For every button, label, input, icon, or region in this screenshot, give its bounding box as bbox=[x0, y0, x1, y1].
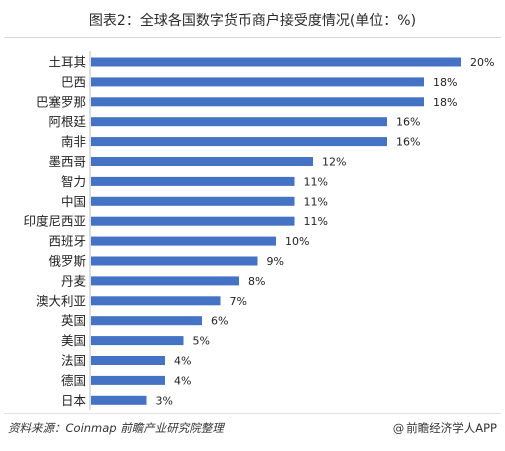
category-label: 墨西哥 bbox=[48, 154, 86, 169]
value-label: 11% bbox=[304, 195, 328, 208]
category-label: 智力 bbox=[61, 174, 86, 189]
category-label: 巴西 bbox=[61, 74, 86, 89]
chart-title: 图表2：全球各国数字货币商户接受度情况(单位：%) bbox=[88, 13, 417, 29]
bar bbox=[91, 276, 239, 286]
category-label: 俄罗斯 bbox=[48, 254, 86, 269]
bar bbox=[91, 216, 295, 226]
value-label: 10% bbox=[285, 235, 309, 248]
bar bbox=[91, 97, 424, 107]
category-label: 英国 bbox=[61, 313, 86, 328]
value-label: 4% bbox=[174, 355, 191, 368]
value-label: 16% bbox=[396, 116, 420, 129]
bar bbox=[91, 296, 221, 306]
category-label: 印度尼西亚 bbox=[23, 214, 86, 229]
category-label: 阿根廷 bbox=[48, 114, 86, 129]
value-label: 18% bbox=[433, 76, 457, 89]
bar bbox=[91, 137, 387, 147]
value-label: 9% bbox=[267, 255, 284, 268]
at-icon: @ bbox=[392, 421, 405, 435]
value-label: 7% bbox=[230, 295, 247, 308]
bar bbox=[91, 236, 276, 246]
value-label: 8% bbox=[248, 275, 265, 288]
bar bbox=[91, 375, 165, 385]
bar bbox=[91, 336, 184, 346]
bar bbox=[91, 176, 295, 186]
bar bbox=[91, 256, 258, 266]
value-label: 11% bbox=[304, 215, 328, 228]
brand-name: 前瞻经济学人APP bbox=[406, 421, 497, 435]
value-label: 18% bbox=[433, 96, 457, 109]
category-label: 德国 bbox=[61, 373, 86, 388]
bar bbox=[91, 77, 424, 87]
value-label: 3% bbox=[156, 394, 173, 407]
bar bbox=[91, 157, 313, 166]
title-divider bbox=[4, 37, 501, 38]
value-label: 12% bbox=[322, 156, 346, 169]
bar bbox=[91, 395, 147, 405]
bar-chart: 土耳其 20% 巴西 18% 巴塞罗那 18% 阿根廷 16% 南非 16% 墨西哥 12% 智力 11%… bbox=[23, 51, 494, 410]
bar bbox=[91, 57, 461, 67]
value-label: 4% bbox=[174, 374, 191, 387]
bar bbox=[91, 196, 295, 206]
category-label: 丹麦 bbox=[61, 273, 87, 288]
category-label: 澳大利亚 bbox=[36, 293, 86, 308]
brand-credit: @ 前瞻经济学人APP bbox=[393, 420, 497, 436]
bar bbox=[91, 356, 165, 365]
category-label: 中国 bbox=[61, 194, 86, 209]
value-label: 6% bbox=[211, 315, 228, 328]
category-label: 美国 bbox=[61, 333, 86, 348]
value-label: 11% bbox=[304, 175, 328, 188]
category-label: 西班牙 bbox=[48, 234, 86, 249]
category-label: 日本 bbox=[61, 393, 87, 408]
bar bbox=[91, 316, 202, 326]
bar bbox=[91, 117, 387, 127]
value-label: 5% bbox=[193, 335, 210, 348]
footer-divider bbox=[4, 413, 501, 414]
category-label: 法国 bbox=[61, 353, 86, 368]
category-label: 土耳其 bbox=[48, 55, 86, 70]
category-label: 南非 bbox=[61, 134, 86, 149]
source-note: 资料来源：Coinmap 前瞻产业研究院整理 bbox=[8, 421, 224, 435]
value-label: 16% bbox=[396, 136, 420, 149]
value-label: 20% bbox=[470, 56, 494, 69]
category-label: 巴塞罗那 bbox=[36, 94, 86, 109]
